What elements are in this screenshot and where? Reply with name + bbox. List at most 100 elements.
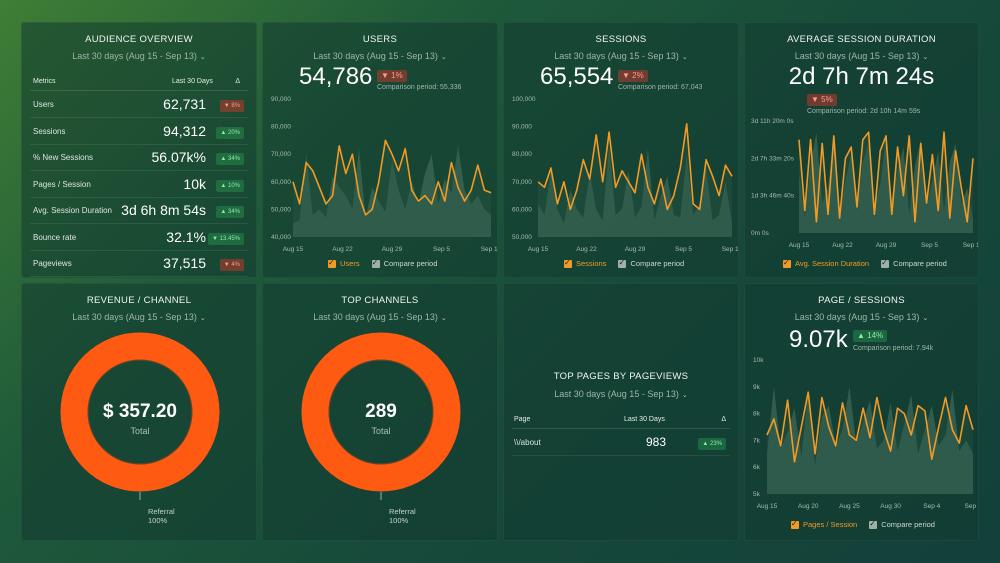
table-row[interactable]: % New Sessions 56.07k% ▲ 34% xyxy=(30,145,248,171)
checkbox-icon[interactable] xyxy=(791,519,799,529)
checkbox-icon[interactable] xyxy=(371,258,380,268)
y-tick-label: 40,000 xyxy=(271,234,291,241)
checkbox-icon[interactable] xyxy=(618,258,627,268)
donut-total-label: Total xyxy=(371,426,391,436)
date-range-selector[interactable]: Last 30 days (Aug 15 - Sep 13) ⌄ xyxy=(72,312,206,322)
metric-label: Avg. Session Duration xyxy=(33,206,113,215)
top-pages-panel: TOP PAGES BY PAGEVIEWS Last 30 days (Aug… xyxy=(503,283,739,541)
legend-sessions[interactable]: Sessions xyxy=(564,258,606,268)
col-metrics: Metrics xyxy=(33,78,56,85)
chevron-down-icon[interactable]: ⌄ xyxy=(199,54,206,61)
legend-compare[interactable]: Compare period xyxy=(869,519,935,529)
table-row[interactable]: Sessions 94,312 ▲ 20% xyxy=(30,119,248,145)
donut-center: $ 357.20 Total xyxy=(60,401,220,436)
date-range-selector[interactable]: Last 30 days (Aug 15 - Sep 13) ⌄ xyxy=(72,51,206,61)
page-sessions-panel: PAGE / SESSIONS Last 30 days (Aug 15 - S… xyxy=(744,283,979,541)
page-sessions-line-chart[interactable]: 10k 9k 8k 7k 6k 5k Aug 15 Aug 20 Aug 25 Aug 30 Sep… xyxy=(745,354,979,514)
legend-users[interactable]: Users xyxy=(328,258,360,268)
legend-compare[interactable]: Compare period xyxy=(618,258,684,268)
chevron-down-icon[interactable]: ⌄ xyxy=(922,315,929,322)
metric-value: 9.07k xyxy=(789,326,848,353)
duration-panel: AVERAGE SESSION DURATION Last 30 days (A… xyxy=(744,22,979,278)
chevron-down-icon[interactable]: ⌄ xyxy=(922,54,929,61)
chevron-down-icon[interactable]: ⌄ xyxy=(440,54,447,61)
x-tick-label: Sep 5 xyxy=(921,242,938,249)
date-range-selector[interactable]: Last 30 days (Aug 15 - Sep 13) ⌄ xyxy=(313,51,447,61)
x-tick-label: Sep 5 xyxy=(433,246,450,253)
delta-badge: ▼ 4% xyxy=(219,259,244,271)
checkbox-icon[interactable] xyxy=(328,258,336,268)
donut-center: 289 Total xyxy=(301,401,461,436)
page-path[interactable]: \\/about xyxy=(514,438,541,447)
donut-total-value: $ 357.20 xyxy=(103,401,177,422)
metric-value: 10k xyxy=(183,175,206,192)
delta-badge: ▲ 14% xyxy=(853,330,888,342)
sessions-line-chart[interactable]: 100,000 90,000 80,000 70,000 60,000 50,000 Aug… xyxy=(504,93,739,253)
metric-value: 54,786 xyxy=(299,63,373,90)
date-range-selector[interactable]: Last 30 days (Aug 15 - Sep 13) ⌄ xyxy=(794,312,929,322)
col-period: Last 30 Days xyxy=(624,416,665,423)
checkbox-icon[interactable] xyxy=(869,519,878,529)
duration-line-chart[interactable]: 3d 11h 20m 0s 2d 7h 33m 20s 1d 3h 46m 40s 0… xyxy=(745,115,979,255)
table-row[interactable]: Bounce rate 32.1% ▼ 13.45% xyxy=(30,225,248,251)
legend-pages-session[interactable]: Pages / Session xyxy=(791,519,857,529)
y-tick-label: 1d 3h 46m 40s xyxy=(751,193,795,200)
col-delta: Δ xyxy=(721,416,726,423)
x-tick-label: Aug 29 xyxy=(625,246,646,253)
y-tick-label: 80,000 xyxy=(512,151,532,158)
chevron-down-icon[interactable]: ⌄ xyxy=(681,392,688,399)
x-tick-label: Sep 4 xyxy=(923,503,940,510)
chevron-down-icon[interactable]: ⌄ xyxy=(440,315,447,322)
channels-donut-chart[interactable] xyxy=(263,284,498,541)
x-tick-label: Sep 12 xyxy=(481,246,498,253)
date-range-selector[interactable]: Last 30 days (Aug 15 - Sep 13) ⌄ xyxy=(313,312,447,322)
y-tick-label: 100,000 xyxy=(512,96,536,103)
y-tick-label: 70,000 xyxy=(512,179,532,186)
panel-title: TOP CHANNELS xyxy=(341,295,419,306)
delta-badge: ▲ 23% xyxy=(698,438,726,450)
y-tick-label: 90,000 xyxy=(512,124,532,131)
table-row[interactable]: Users 62,731 ▼ 8% xyxy=(30,92,248,118)
sessions-panel: SESSIONS Last 30 days (Aug 15 - Sep 13) ⌄… xyxy=(503,22,739,278)
y-tick-label: 2d 7h 33m 20s xyxy=(751,155,795,162)
chevron-down-icon[interactable]: ⌄ xyxy=(199,315,206,322)
table-row[interactable]: Pages / Session 10k ▲ 10% xyxy=(30,172,248,198)
y-tick-label: 60,000 xyxy=(512,206,532,213)
legend-compare[interactable]: Compare period xyxy=(881,258,947,268)
legend-duration[interactable]: Avg. Session Duration xyxy=(783,258,869,268)
series-line xyxy=(292,139,492,216)
panel-title: REVENUE / CHANNEL xyxy=(86,295,192,306)
y-tick-label: 70,000 xyxy=(271,151,291,158)
metric-value: 3d 6h 8m 54s xyxy=(121,202,206,218)
users-line-chart[interactable]: 90,000 80,000 70,000 60,000 50,000 40,000 Aug … xyxy=(263,93,498,253)
delta-badge: ▼ 1% xyxy=(377,70,407,82)
checkbox-icon[interactable] xyxy=(564,258,572,268)
date-range-selector[interactable]: Last 30 days (Aug 15 - Sep 13) ⌄ xyxy=(794,51,929,61)
comparison-text: Comparison period: 2d 10h 14m 59s xyxy=(807,108,921,115)
legend-compare[interactable]: Compare period xyxy=(371,258,437,268)
table-row[interactable]: \\/about 983 ▲ 23% xyxy=(512,430,730,456)
panel-title: AVERAGE SESSION DURATION xyxy=(787,34,936,45)
chevron-down-icon[interactable]: ⌄ xyxy=(681,54,688,61)
table-header: Metrics Last 30 Days Δ xyxy=(30,75,248,91)
checkbox-icon[interactable] xyxy=(783,258,791,268)
x-tick-label: Aug 15 xyxy=(283,246,304,253)
date-range-selector[interactable]: Last 30 days (Aug 15 - Sep 13) ⌄ xyxy=(554,389,688,399)
metric-value: 94,312 xyxy=(163,122,206,139)
date-range-selector[interactable]: Last 30 days (Aug 15 - Sep 13) ⌄ xyxy=(554,51,688,61)
delta-badge: ▼ 5% xyxy=(807,94,837,106)
comparison-text: Comparison period: 55,336 xyxy=(377,84,462,91)
donut-total-label: Total xyxy=(130,426,150,436)
delta-badge: ▲ 34% xyxy=(216,206,244,218)
table-row[interactable]: Pageviews 37,515 ▼ 4% xyxy=(30,251,248,277)
chart-legend: Pages / Session Compare period xyxy=(791,519,935,529)
y-tick-label: 80,000 xyxy=(271,124,291,131)
checkbox-icon[interactable] xyxy=(881,258,890,268)
table-row[interactable]: Avg. Session Duration 3d 6h 8m 54s ▲ 34% xyxy=(30,198,248,224)
x-tick-label: Sep 12 xyxy=(722,246,739,253)
revenue-donut-chart[interactable] xyxy=(22,284,257,541)
x-tick-label: Sep 9 xyxy=(965,503,980,510)
compare-area xyxy=(767,386,973,494)
compare-area xyxy=(799,132,973,233)
x-tick-label: Aug 25 xyxy=(839,503,860,510)
